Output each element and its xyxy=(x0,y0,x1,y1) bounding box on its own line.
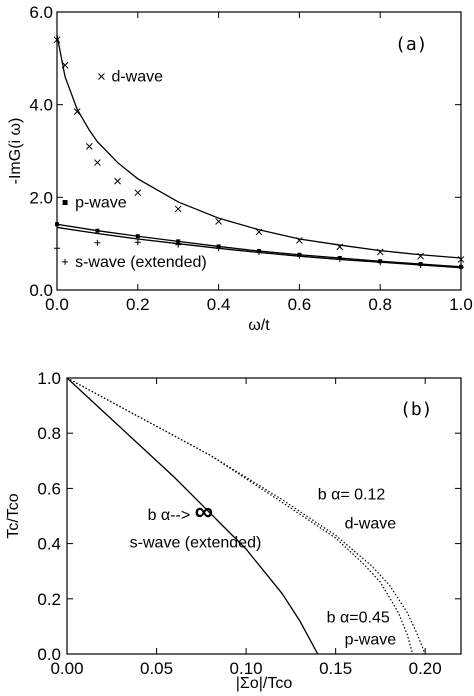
a-series-1-point xyxy=(457,256,465,263)
b-ytick-label: 0.0 xyxy=(37,645,61,664)
b-ytick-label: 0.8 xyxy=(37,424,61,443)
a-xtick-label: 1.0 xyxy=(449,295,473,314)
a-series-5-point xyxy=(377,259,384,266)
a-ytick-label: 0.0 xyxy=(29,281,53,300)
a-xtick-label: 0.0 xyxy=(45,295,69,314)
a-xtick-label: 0.8 xyxy=(368,295,392,314)
a-series-1-point xyxy=(174,205,182,213)
a-xtick-label: 0.6 xyxy=(288,295,312,314)
b-ytick-label: 0.6 xyxy=(37,479,61,498)
a-annotation-marker xyxy=(98,73,105,80)
b-annotation-text: p-wave xyxy=(345,631,397,648)
a-series-5-point xyxy=(417,261,424,268)
a-series-5-point xyxy=(256,249,262,256)
panel-a-ylabel: -ImG(i ω) xyxy=(7,118,24,185)
a-series-1-point xyxy=(134,189,142,197)
a-series-5-point xyxy=(94,239,101,246)
a-series-3-point xyxy=(95,228,100,233)
b-ytick-label: 0.2 xyxy=(37,590,61,609)
a-series-0-line xyxy=(56,35,462,259)
a-series-5-point xyxy=(134,239,141,246)
b-annotation-text: b α=0.45 xyxy=(327,609,390,626)
panel-a-chart: 0.0 0.2 0.4 0.6 0.8 1.0 0.0 2.0 4.0 6.0 d-wave p-w… xyxy=(7,3,473,334)
panel-b-label: (b) xyxy=(400,399,433,420)
a-series-5-point xyxy=(215,245,222,252)
b-xtick-label: 0.10 xyxy=(230,659,263,678)
a-ytick-label: 2.0 xyxy=(29,188,53,207)
panel-a-xlabel: ω/t xyxy=(248,317,270,334)
a-series-1-point xyxy=(53,36,61,44)
a-series-5-point xyxy=(296,252,303,259)
b-annotation-text: d-wave xyxy=(345,515,397,532)
b-xtick-label: 0.05 xyxy=(140,659,173,678)
b-annotation-text: b α= 0.12 xyxy=(318,486,386,503)
panel-b-frame xyxy=(66,377,462,655)
a-series-3-point xyxy=(176,239,181,244)
a-series-1-point xyxy=(61,61,69,69)
b-annotation-text: b α--> ∞ xyxy=(148,496,214,526)
a-series-3-point xyxy=(135,234,140,239)
a-annotation-text: d-wave xyxy=(111,69,163,86)
a-ytick-label: 6.0 xyxy=(29,3,53,22)
b-ytick-label: 1.0 xyxy=(37,369,61,388)
panel-a-label: (a) xyxy=(395,34,428,55)
a-annotation-text: s-wave (extended) xyxy=(75,254,207,271)
a-series-1-point xyxy=(417,252,424,260)
a-series-1-point xyxy=(215,218,222,225)
b-annotation-text: s-wave (extended) xyxy=(130,535,262,552)
a-xtick-label: 0.4 xyxy=(207,295,231,314)
a-annotation-marker xyxy=(62,200,68,206)
b-xtick-label: 0.20 xyxy=(409,659,442,678)
a-series-1-point xyxy=(73,108,81,115)
a-series-1-point xyxy=(85,143,93,150)
b-annotation-symbol: ∞ xyxy=(195,496,214,526)
panel-a-frame xyxy=(56,11,462,291)
a-series-3-point xyxy=(55,222,59,227)
b-series-1-line xyxy=(66,377,426,655)
a-series-1-point xyxy=(94,159,101,166)
a-series-5-point xyxy=(336,255,343,262)
b-xtick-label: 0.00 xyxy=(50,659,83,678)
a-series-1-point xyxy=(255,228,263,236)
a-annotation-marker xyxy=(62,258,69,265)
a-series-1-point xyxy=(376,248,384,256)
a-series-5-point xyxy=(458,264,464,271)
panel-b-ylabel: Tc/Tco xyxy=(5,493,22,538)
a-series-5-point xyxy=(54,245,60,252)
b-series-0-line xyxy=(66,377,319,655)
b-xtick-label: 0.15 xyxy=(319,659,352,678)
a-series-1-point xyxy=(114,177,121,185)
a-series-5-point xyxy=(175,241,182,248)
a-xtick-label: 0.2 xyxy=(126,295,150,314)
a-series-1-point xyxy=(336,243,344,251)
a-ytick-label: 4.0 xyxy=(29,96,53,115)
panel-b-chart: 0.00 0.05 0.10 0.15 0.20 0.0 0.2 0.4 0.6 0.8 1.0 b… xyxy=(5,369,462,692)
a-series-1-point xyxy=(296,237,303,244)
panel-b-xlabel: |Σo|/Tco xyxy=(236,675,293,692)
a-annotation-text: p-wave xyxy=(75,195,127,212)
b-ytick-label: 0.4 xyxy=(37,535,61,554)
